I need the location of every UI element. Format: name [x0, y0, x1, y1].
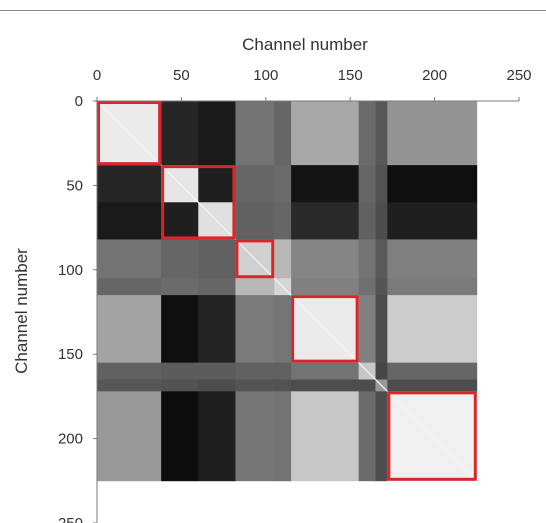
heatmap-cell [387, 278, 478, 296]
heatmap-cell [274, 379, 292, 392]
heatmap-cell [235, 278, 275, 296]
y-axis: 0 50 100 150 200 250 [58, 93, 98, 523]
heatmap-cell [161, 101, 199, 166]
y-tick-label: 50 [66, 177, 83, 194]
heatmap-cell [198, 278, 236, 296]
cluster-box [291, 295, 359, 363]
heatmap-cell [235, 379, 275, 392]
heatmap-cell [198, 101, 236, 166]
heatmap-cell [387, 379, 478, 392]
heatmap-cell [161, 278, 199, 296]
heatmap-cell [375, 295, 388, 364]
heatmap-cell [375, 278, 388, 296]
heatmap-cell [97, 278, 162, 296]
heatmap-cell [375, 239, 388, 279]
heatmap-cell [198, 391, 236, 482]
heatmap-cell [358, 239, 376, 279]
x-tick-label: 100 [253, 67, 278, 84]
heatmap-cell [387, 202, 478, 240]
heatmap-cell [161, 239, 199, 279]
heatmap-cell [291, 239, 360, 279]
heatmap-cell [387, 165, 478, 203]
heatmap-cell [358, 101, 376, 166]
heatmap-cell [375, 391, 388, 482]
heatmap-cell [97, 362, 162, 380]
heatmap-cell [274, 362, 292, 380]
x-tick-label: 150 [338, 67, 363, 84]
heatmap-cell [235, 362, 275, 380]
heatmap-cell [358, 165, 376, 203]
heatmap-cell [161, 379, 199, 392]
heatmap-cell [235, 295, 275, 364]
heatmap-cell [291, 391, 360, 482]
heatmap-cell [375, 101, 388, 166]
heatmap-cell [97, 239, 162, 279]
heatmap-cell [387, 362, 478, 380]
x-tick-label: 50 [173, 67, 190, 84]
y-tick-label: 250 [58, 515, 83, 523]
cluster-box [97, 101, 162, 166]
cluster-highlights [97, 101, 477, 481]
heatmap-cell [198, 295, 236, 364]
heatmap-cell [274, 295, 292, 364]
top-divider [0, 10, 546, 11]
heatmap-cell [161, 202, 199, 240]
heatmap-cell [97, 391, 162, 482]
heatmap-cell [198, 379, 236, 392]
heatmap-cell [291, 101, 360, 166]
y-tick-label: 0 [75, 93, 83, 110]
y-axis-title: Channel number [12, 248, 31, 374]
x-tick-label: 0 [93, 67, 101, 84]
heatmap-cells [97, 101, 478, 482]
heatmap-cell [291, 278, 360, 296]
heatmap-cell [274, 391, 292, 482]
y-tick-label: 150 [58, 346, 83, 363]
heatmap-cell [387, 295, 478, 364]
cluster-box [387, 391, 477, 481]
cluster-box [161, 165, 236, 240]
x-axis-title: Channel number [242, 35, 368, 54]
heatmap-cell [97, 202, 162, 240]
y-tick-label: 200 [58, 431, 83, 448]
heatmap-cell [291, 165, 360, 203]
heatmap-cell [358, 278, 376, 296]
heatmap-cell [97, 165, 162, 203]
x-tick-label: 250 [506, 67, 531, 84]
heatmap-cell [274, 101, 292, 166]
heatmap-cell [235, 391, 275, 482]
heatmap-cell [291, 379, 360, 392]
heatmap-cell [97, 379, 162, 392]
heatmap-cell [358, 202, 376, 240]
heatmap-cell [291, 362, 360, 380]
heatmap-cell [235, 101, 275, 166]
y-tick-label: 100 [58, 262, 83, 279]
heatmap-cell [161, 295, 199, 364]
heatmap-cell [387, 101, 478, 166]
heatmap-cell [375, 202, 388, 240]
heatmap-cell [291, 202, 360, 240]
heatmap-cell [235, 202, 275, 240]
heatmap-cell [375, 165, 388, 203]
cluster-box [235, 239, 275, 279]
heatmap-cell [274, 202, 292, 240]
heatmap-cell [358, 379, 376, 392]
heatmap-cell [198, 239, 236, 279]
heatmap-cell [375, 362, 388, 380]
heatmap-cell [235, 165, 275, 203]
heatmap-cell [198, 362, 236, 380]
x-tick-label: 200 [422, 67, 447, 84]
heatmap-cell [274, 239, 292, 279]
heatmap-cell [358, 295, 376, 364]
heatmap-cell [161, 362, 199, 380]
heatmap-cell [358, 391, 376, 482]
heatmap-cell [198, 165, 236, 203]
x-axis: 0 50 100 150 200 250 [93, 67, 532, 102]
heatmap-cell [387, 239, 478, 279]
heatmap-cell [161, 391, 199, 482]
heatmap-cell [274, 165, 292, 203]
heatmap-cell [97, 295, 162, 364]
